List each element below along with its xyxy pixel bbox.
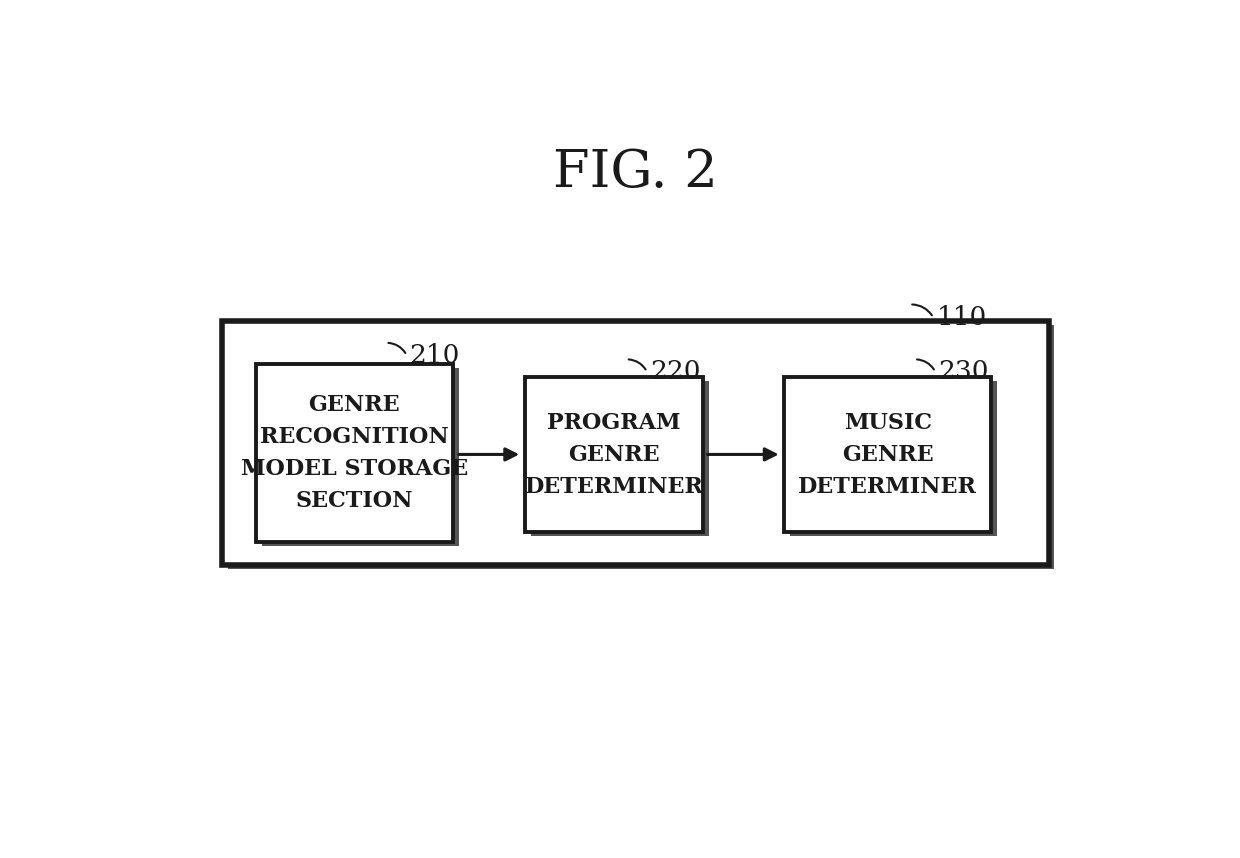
Bar xyxy=(785,378,991,532)
Text: MUSIC
GENRE
DETERMINER: MUSIC GENRE DETERMINER xyxy=(799,412,977,498)
Bar xyxy=(262,368,459,547)
Bar xyxy=(525,378,703,532)
Text: 230: 230 xyxy=(939,360,988,384)
Bar xyxy=(790,381,997,536)
Text: 110: 110 xyxy=(936,305,987,330)
Bar xyxy=(228,325,1054,570)
Bar xyxy=(255,364,453,542)
Text: 220: 220 xyxy=(650,360,701,384)
Text: PROGRAM
GENRE
DETERMINER: PROGRAM GENRE DETERMINER xyxy=(525,412,703,498)
Text: 210: 210 xyxy=(409,343,460,368)
Bar xyxy=(531,381,708,536)
Text: GENRE
RECOGNITION
MODEL STORAGE
SECTION: GENRE RECOGNITION MODEL STORAGE SECTION xyxy=(241,394,467,512)
Bar xyxy=(222,321,1049,565)
Text: FIG. 2: FIG. 2 xyxy=(553,147,718,198)
